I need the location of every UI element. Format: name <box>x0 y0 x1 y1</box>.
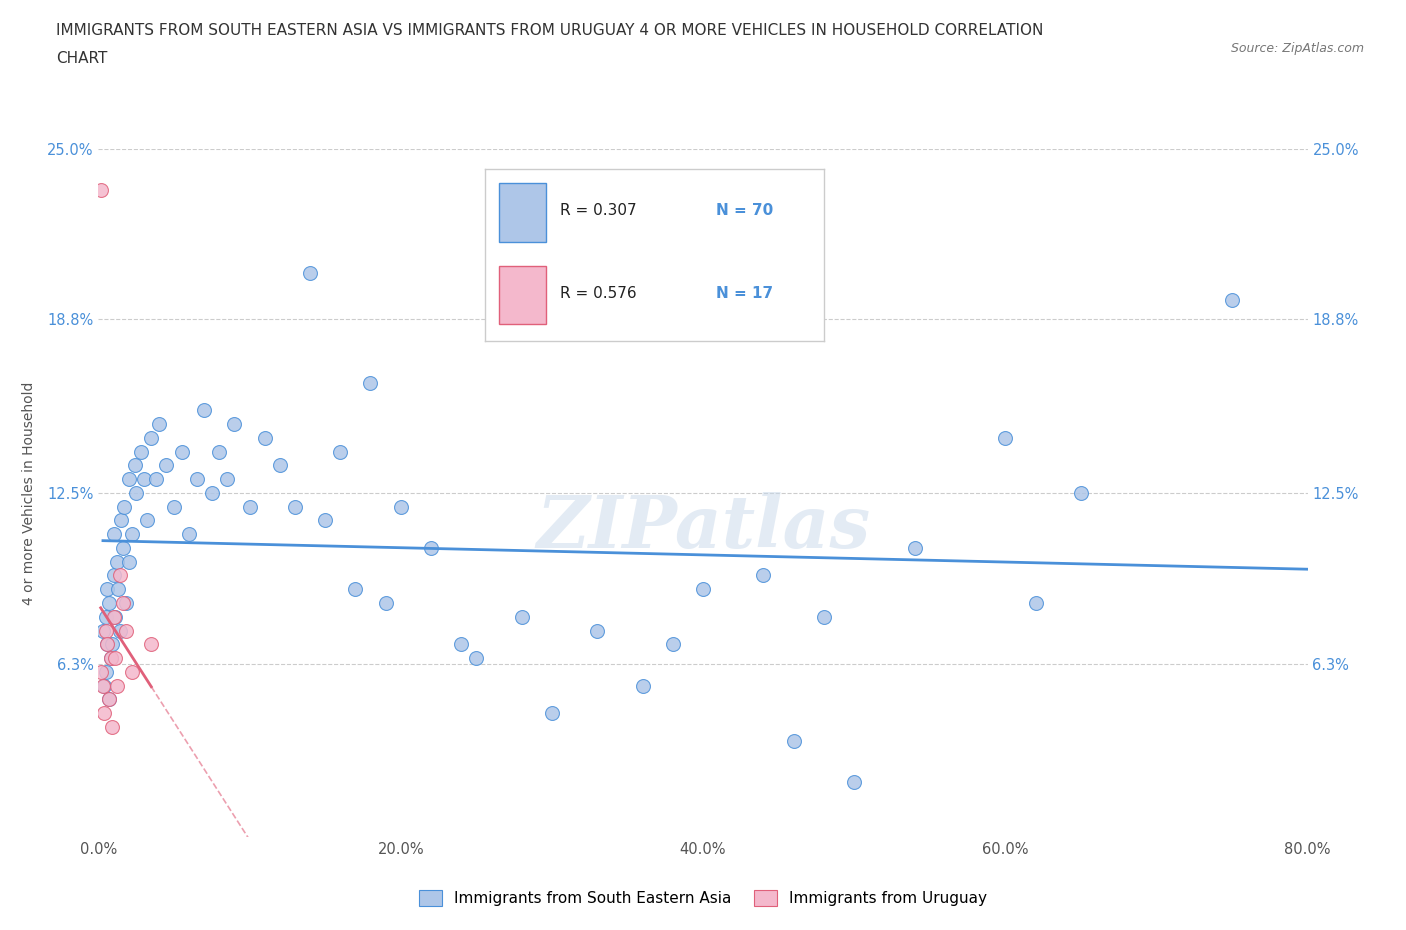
Point <box>541 706 564 721</box>
Point <box>110 513 132 528</box>
Point <box>141 431 163 445</box>
Point <box>129 445 152 459</box>
Point <box>100 651 122 666</box>
Point <box>631 678 654 693</box>
Point <box>193 403 215 418</box>
Point <box>329 445 352 459</box>
Point <box>215 472 238 486</box>
Point <box>103 568 125 583</box>
Point <box>813 609 835 624</box>
Point <box>90 664 112 679</box>
Point <box>284 499 307 514</box>
Point <box>994 431 1017 445</box>
Point <box>344 582 367 597</box>
Text: IMMIGRANTS FROM SOUTH EASTERN ASIA VS IMMIGRANTS FROM URUGUAY 4 OR MORE VEHICLES: IMMIGRANTS FROM SOUTH EASTERN ASIA VS IM… <box>56 23 1043 38</box>
Point <box>111 540 134 555</box>
Point <box>118 472 141 486</box>
Point <box>179 526 201 541</box>
Point <box>114 595 136 610</box>
Point <box>103 609 125 624</box>
Point <box>163 499 186 514</box>
Point <box>170 445 193 459</box>
Text: ZIPatlas: ZIPatlas <box>536 492 870 563</box>
Point <box>93 706 115 721</box>
Point <box>96 637 118 652</box>
Point <box>208 445 231 459</box>
Point <box>314 513 336 528</box>
Point <box>844 775 866 790</box>
Point <box>450 637 472 652</box>
Point <box>93 678 115 693</box>
Point <box>299 265 322 280</box>
Point <box>104 651 127 666</box>
Text: CHART: CHART <box>56 51 108 66</box>
Point <box>374 595 396 610</box>
Point <box>91 623 114 638</box>
Point <box>98 692 121 707</box>
Point <box>118 554 141 569</box>
Point <box>132 472 155 486</box>
Point <box>108 568 131 583</box>
Point <box>783 733 806 748</box>
Point <box>586 623 609 638</box>
Point <box>91 678 114 693</box>
Point <box>111 595 134 610</box>
Point <box>904 540 927 555</box>
Point <box>107 582 129 597</box>
Point <box>692 582 714 597</box>
Point <box>145 472 167 486</box>
Point <box>155 458 177 472</box>
Point <box>752 568 775 583</box>
Point <box>186 472 208 486</box>
Point <box>114 623 136 638</box>
Point <box>135 513 157 528</box>
Point <box>1220 293 1243 308</box>
Point <box>253 431 276 445</box>
Point <box>224 417 246 432</box>
Point <box>420 540 443 555</box>
Legend: Immigrants from South Eastern Asia, Immigrants from Uruguay: Immigrants from South Eastern Asia, Immi… <box>412 884 994 912</box>
Point <box>98 692 121 707</box>
Point <box>100 651 122 666</box>
Point <box>101 720 124 735</box>
Point <box>112 499 135 514</box>
Point <box>124 458 146 472</box>
Point <box>108 623 131 638</box>
Y-axis label: 4 or more Vehicles in Household: 4 or more Vehicles in Household <box>22 381 37 604</box>
Point <box>94 609 117 624</box>
Point <box>1070 485 1092 500</box>
Point <box>360 376 382 391</box>
Point <box>104 609 127 624</box>
Point <box>105 554 128 569</box>
Point <box>96 637 118 652</box>
Point <box>103 526 125 541</box>
Point <box>239 499 262 514</box>
Point <box>90 182 112 197</box>
Point <box>121 526 143 541</box>
Point <box>98 595 121 610</box>
Point <box>125 485 148 500</box>
Point <box>94 664 117 679</box>
Point <box>121 664 143 679</box>
Point <box>269 458 291 472</box>
Point <box>662 637 685 652</box>
Point <box>1024 595 1046 610</box>
Point <box>96 582 118 597</box>
Point <box>148 417 170 432</box>
Point <box>94 623 117 638</box>
Point <box>101 637 124 652</box>
Point <box>389 499 412 514</box>
Point <box>201 485 224 500</box>
Text: Source: ZipAtlas.com: Source: ZipAtlas.com <box>1230 42 1364 55</box>
Point <box>465 651 488 666</box>
Point <box>141 637 163 652</box>
Point <box>105 678 128 693</box>
Point <box>510 609 533 624</box>
